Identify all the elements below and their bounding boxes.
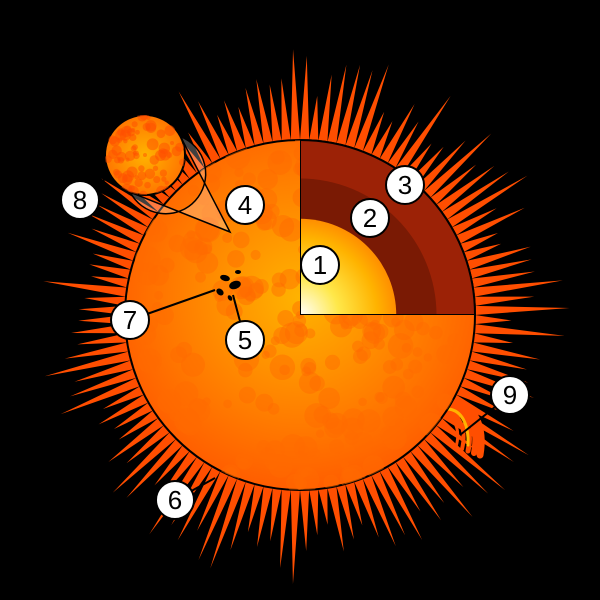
sun-diagram-svg	[0, 0, 600, 600]
label-8: 8	[60, 180, 100, 220]
label-5: 5	[225, 320, 265, 360]
label-1: 1	[300, 245, 340, 285]
label-9: 9	[490, 375, 530, 415]
label-4: 4	[225, 185, 265, 225]
label-2: 2	[350, 198, 390, 238]
diagram-stage: 123 4 5 6 7 8 9	[0, 0, 600, 600]
label-3: 3	[385, 165, 425, 205]
label-6: 6	[155, 480, 195, 520]
label-7: 7	[110, 300, 150, 340]
